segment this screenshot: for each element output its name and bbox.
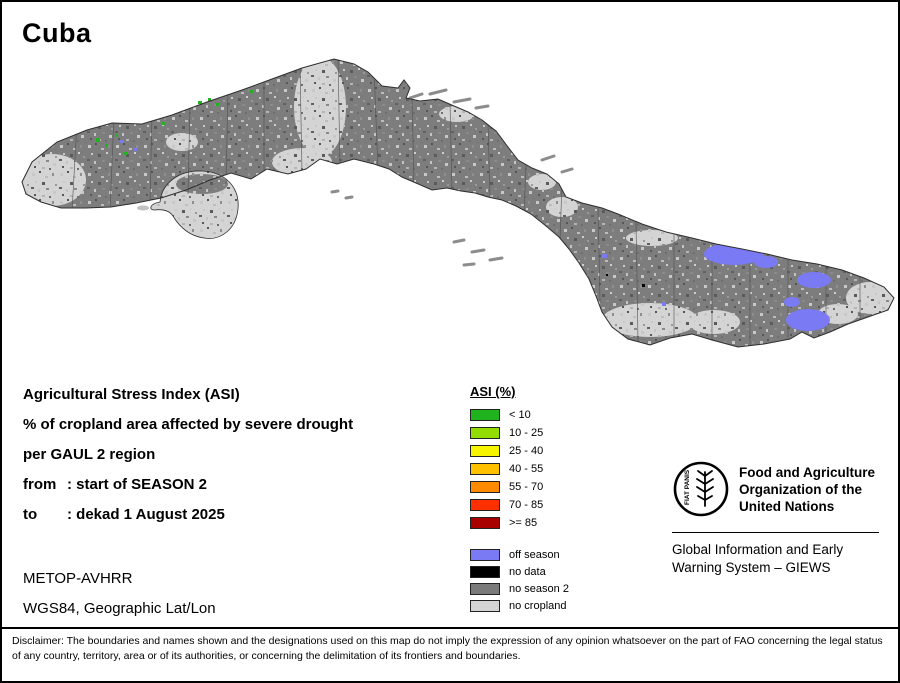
legend-swatch <box>470 445 500 457</box>
legend-swatch <box>470 548 500 561</box>
to-value: : dekad 1 August 2025 <box>67 506 225 523</box>
info-subtitle-2: per GAUL 2 region <box>23 446 156 463</box>
fao-org-name: Food and Agriculture Organization of the… <box>739 464 875 514</box>
fao-logo: FIAT PANIS <box>673 461 729 517</box>
fao-separator-line <box>672 532 879 533</box>
from-label: from <box>23 476 57 493</box>
asi-legend: ASI (%) < 10 10 - 25 25 - 40 40 - 55 55 … <box>470 384 569 614</box>
info-from-line: from : start of SEASON 2 <box>23 474 353 504</box>
disclaimer-text: Disclaimer: The boundaries and names sho… <box>2 627 898 681</box>
legend-row: no data <box>470 563 569 580</box>
legend-swatch <box>470 499 500 511</box>
legend-label: 55 - 70 <box>509 481 544 493</box>
legend-label: 40 - 55 <box>509 463 544 475</box>
legend-row: >= 85 <box>470 514 569 532</box>
legend-swatch <box>470 565 500 578</box>
map-info-block: Agricultural Stress Index (ASI) % of cro… <box>23 384 353 534</box>
legend-swatch <box>470 463 500 475</box>
legend-title: ASI (%) <box>470 384 516 399</box>
page-title: Cuba <box>22 18 92 48</box>
cuba-asi-map <box>21 58 895 348</box>
legend-row: 40 - 55 <box>470 460 569 478</box>
sensor-name: METOP-AVHRR <box>23 570 133 587</box>
legend-swatch <box>470 582 500 595</box>
to-label: to <box>23 506 38 523</box>
legend-extra-classes: off season no data no season 2 no cropla… <box>470 546 569 614</box>
legend-row: 70 - 85 <box>470 496 569 514</box>
asi-green-areas <box>96 90 253 155</box>
legend-label: no season 2 <box>509 582 569 595</box>
legend-label: >= 85 <box>509 517 538 529</box>
legend-swatch <box>470 517 500 529</box>
info-title: Agricultural Stress Index (ASI) <box>23 386 240 403</box>
legend-label: 25 - 40 <box>509 445 544 457</box>
sensor-block: METOP-AVHRR WGS84, Geographic Lat/Lon <box>23 568 216 628</box>
legend-swatch <box>470 481 500 493</box>
projection-name: WGS84, Geographic Lat/Lon <box>23 600 216 617</box>
land-speckle-texture <box>22 59 894 347</box>
legend-label: no data <box>509 565 546 578</box>
legend-swatch <box>470 409 500 421</box>
fiat-panis-text: FIAT PANIS <box>684 469 691 505</box>
fao-branding: FIAT PANIS Food and Agriculture Organiza… <box>672 460 879 577</box>
info-subtitle-1: % of cropland area affected by severe dr… <box>23 416 354 433</box>
legend-swatch <box>470 599 500 612</box>
legend-row: 10 - 25 <box>470 424 569 442</box>
legend-label: 70 - 85 <box>509 499 544 511</box>
legend-label: 10 - 25 <box>509 427 544 439</box>
cays <box>330 88 574 267</box>
from-value: : start of SEASON 2 <box>67 476 208 493</box>
legend-label: off season <box>509 548 560 561</box>
wheat-icon <box>696 470 714 507</box>
legend-row: < 10 <box>470 406 569 424</box>
giews-name: Global Information and Early Warning Sys… <box>672 542 844 575</box>
small-cay <box>137 205 149 211</box>
legend-row: 55 - 70 <box>470 478 569 496</box>
legend-row: no cropland <box>470 597 569 614</box>
legend-row: 25 - 40 <box>470 442 569 460</box>
legend-row: off season <box>470 546 569 563</box>
legend-label: no cropland <box>509 599 567 612</box>
legend-label: < 10 <box>509 409 531 421</box>
info-to-line: to : dekad 1 August 2025 <box>23 504 353 534</box>
no-data-areas <box>606 274 645 287</box>
legend-swatch <box>470 427 500 439</box>
legend-row: no season 2 <box>470 580 569 597</box>
